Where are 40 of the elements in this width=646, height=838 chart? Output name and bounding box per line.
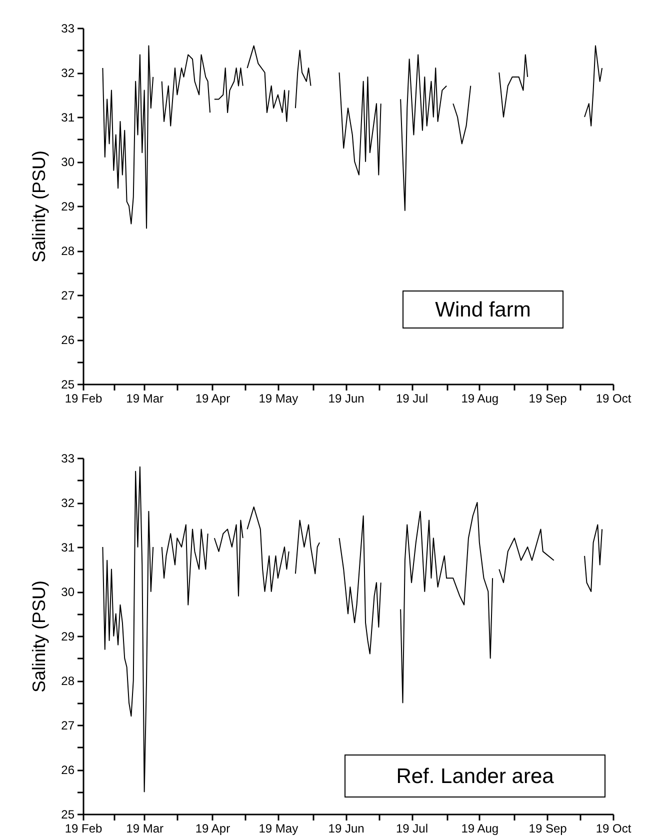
y-tick-label: 31 xyxy=(61,110,75,124)
y-tick-label: 32 xyxy=(61,66,75,80)
y-tick-label: 30 xyxy=(61,585,75,599)
x-tick-label: 19 Mar xyxy=(126,822,164,836)
x-tick-label: 19 Feb xyxy=(64,392,103,406)
x-tick-label: 19 Jul xyxy=(396,392,428,406)
y-tick-label: 28 xyxy=(61,244,75,258)
x-tick-label: 19 Jun xyxy=(328,392,364,406)
y-axis-title: Salinity (PSU) xyxy=(29,150,50,263)
y-tick-label: 31 xyxy=(61,540,75,554)
x-tick-label: 19 Oct xyxy=(596,392,632,406)
y-tick-label: 26 xyxy=(61,333,75,347)
x-tick-label: 19 Apr xyxy=(195,822,230,836)
y-axis-title: Salinity (PSU) xyxy=(29,580,50,693)
y-tick-label: 30 xyxy=(61,155,75,169)
x-tick-label: 19 May xyxy=(258,392,298,406)
x-tick-label: 19 Oct xyxy=(596,822,632,836)
y-tick-label: 25 xyxy=(61,808,75,822)
y-tick-label: 33 xyxy=(61,22,75,36)
annotation: Ref. Lander area xyxy=(396,765,554,788)
y-tick-label: 28 xyxy=(61,674,75,688)
y-tick-label: 27 xyxy=(61,288,75,302)
y-tick-label: 32 xyxy=(61,496,75,510)
x-tick-label: 19 Feb xyxy=(64,822,103,836)
x-tick-label: 19 Apr xyxy=(195,392,230,406)
x-tick-label: 19 Sep xyxy=(528,392,568,406)
x-tick-label: 19 May xyxy=(258,822,298,836)
y-tick-label: 27 xyxy=(61,718,75,732)
annotation: Wind farm xyxy=(435,298,531,322)
y-tick-label: 29 xyxy=(61,630,75,644)
x-tick-label: 19 Aug xyxy=(461,392,499,406)
y-tick-label: 33 xyxy=(61,452,75,466)
y-tick-label: 25 xyxy=(61,378,75,392)
x-tick-label: 19 Aug xyxy=(461,822,499,836)
x-tick-label: 19 Jun xyxy=(328,822,364,836)
y-tick-label: 26 xyxy=(61,763,75,777)
x-tick-label: 19 Mar xyxy=(126,392,164,406)
x-tick-label: 19 Jul xyxy=(396,822,428,836)
y-tick-label: 29 xyxy=(61,200,75,214)
x-tick-label: 19 Sep xyxy=(528,822,568,836)
